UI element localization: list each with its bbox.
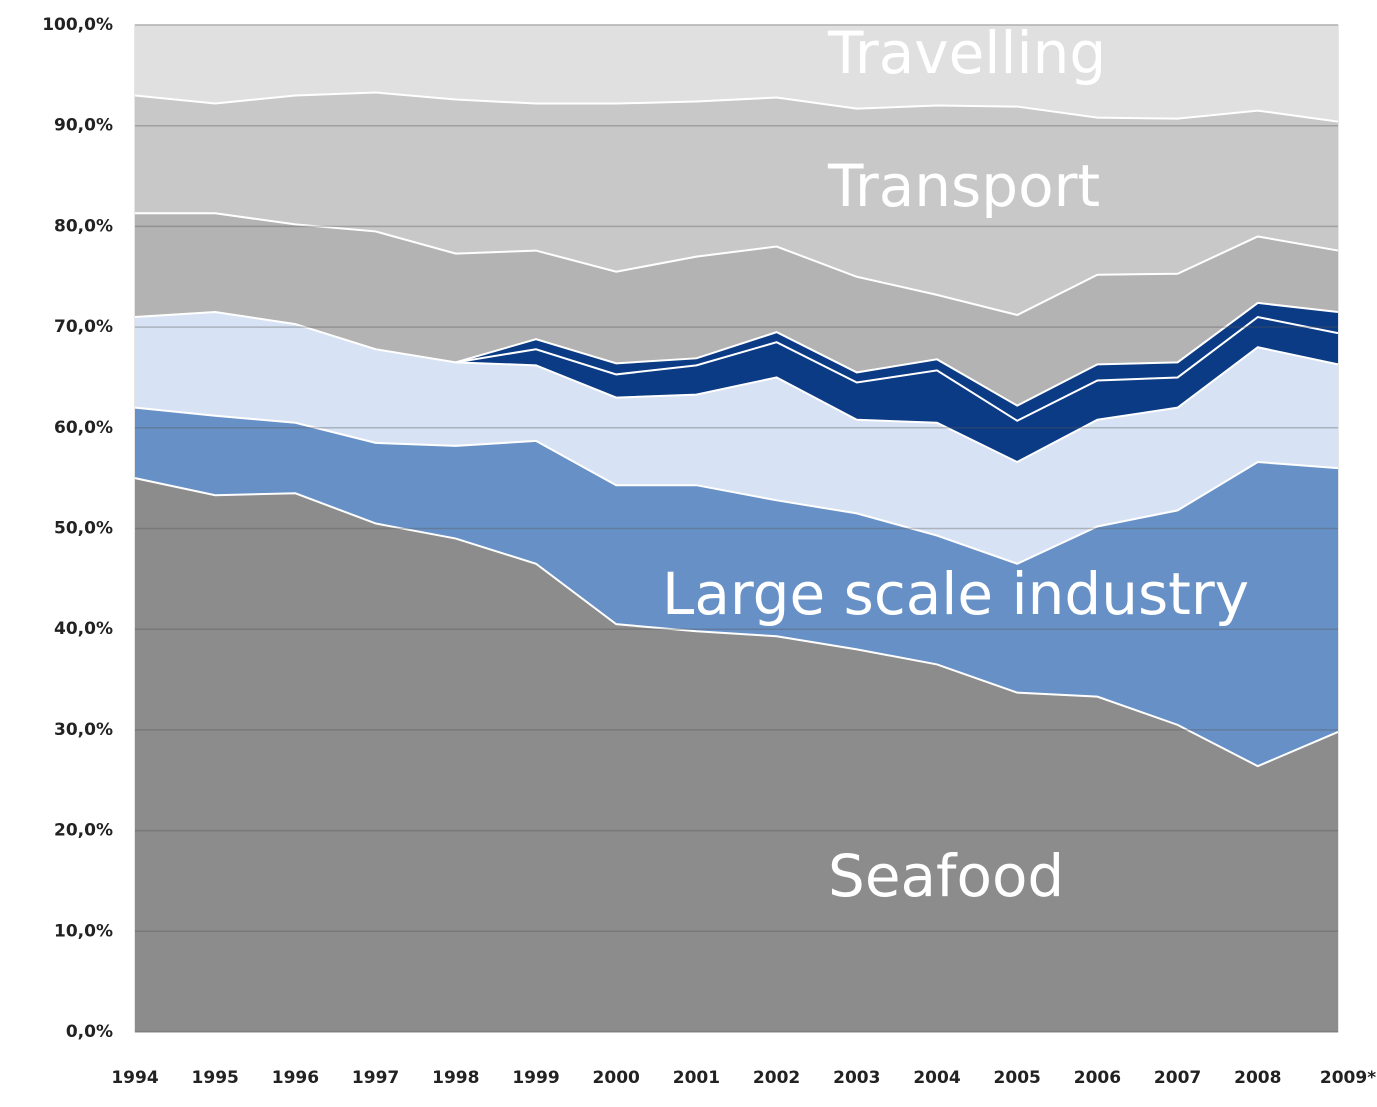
area [135,407,1338,767]
x-tick-label: 2006 [1074,1068,1121,1088]
area-boundary [134,310,1339,464]
area-label: Transport [827,152,1100,220]
x-tick-label: 2009* [1320,1068,1376,1088]
y-tick-label: 100,0% [42,15,113,35]
y-tick-label: 50,0% [54,519,113,539]
x-tick-label: 2005 [994,1068,1041,1088]
area-boundary [455,301,1339,407]
y-tick-label: 0,0% [66,1022,113,1042]
y-tick-label: 20,0% [54,821,113,841]
area [135,311,1338,564]
y-tick-label: 80,0% [54,216,113,236]
y-tick-label: 30,0% [54,720,113,740]
x-tick-label: 1998 [432,1068,479,1088]
area-label: Large scale industry [662,560,1249,628]
area [455,302,1338,421]
area-label: Seafood [828,842,1064,910]
x-tick-label: 2000 [593,1068,640,1088]
y-tick-label: 60,0% [54,418,113,438]
area-boundary [455,315,1339,422]
y-tick-label: 40,0% [54,619,113,639]
x-tick-label: 1994 [111,1068,158,1088]
x-tick-label: 2007 [1154,1068,1201,1088]
x-tick-label: 2008 [1234,1068,1281,1088]
y-tick-label: 90,0% [54,116,113,136]
x-tick-label: 2003 [833,1068,880,1088]
area-label: Travelling [827,19,1106,87]
x-tick-label: 1995 [192,1068,239,1088]
area-boundary [135,212,1339,317]
area [135,213,1338,406]
area-boundary [134,406,1339,565]
y-tick-label: 10,0% [54,921,113,941]
area [135,478,1338,1032]
x-tick-label: 2004 [913,1068,960,1088]
x-tick-label: 1999 [512,1068,559,1088]
area [135,92,1338,316]
area [455,317,1338,463]
area-boundary [134,477,1339,768]
x-tick-label: 2001 [673,1068,720,1088]
area-boundary [134,91,1339,123]
y-tick-label: 70,0% [54,317,113,337]
x-tick-label: 1997 [352,1068,399,1088]
x-tick-label: 2002 [753,1068,800,1088]
x-tick-label: 1996 [272,1068,319,1088]
